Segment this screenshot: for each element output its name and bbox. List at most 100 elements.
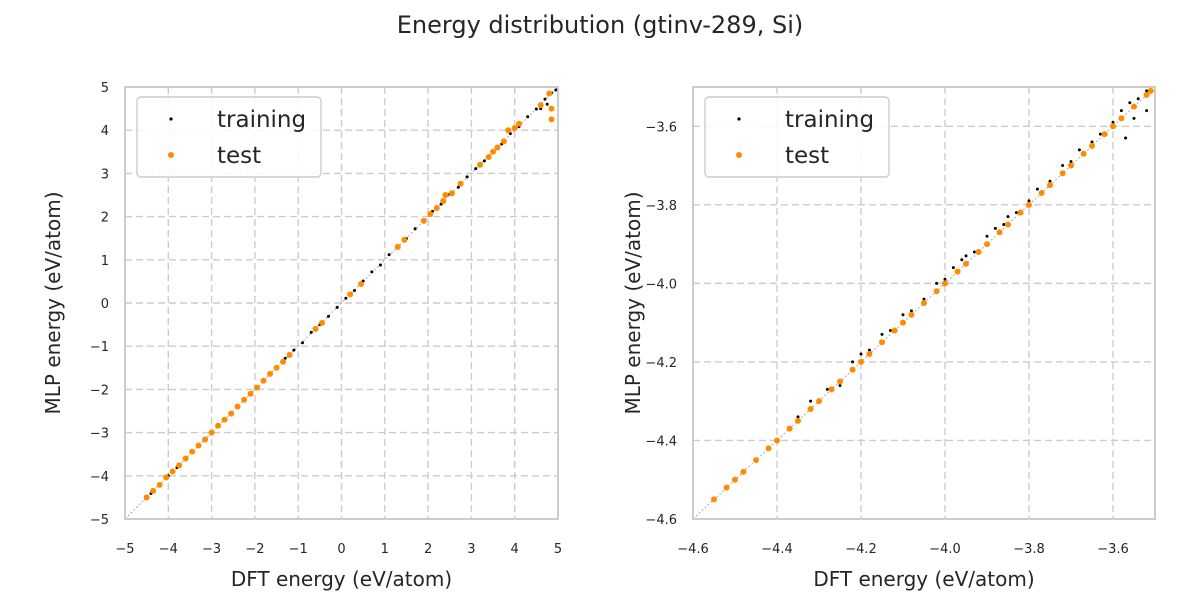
training-point — [474, 167, 478, 171]
training-point — [456, 185, 460, 189]
test-point — [202, 436, 209, 443]
test-point — [286, 351, 293, 358]
test-point — [765, 445, 772, 452]
test-point — [753, 457, 759, 464]
training-point — [880, 332, 884, 336]
training-point — [909, 309, 913, 313]
x-tick-label: −2 — [245, 542, 264, 557]
test-point — [723, 484, 730, 491]
test-point — [247, 390, 254, 397]
test-point — [357, 280, 364, 287]
training-point — [1119, 109, 1123, 113]
test-point — [267, 370, 274, 377]
chart-panel-1: −5 −4 −3 −2 −1 0 1 2 3 4 5 −5 −4 −3 −2 −1 0 1 2 3 4 5 DFT ener… — [41, 81, 562, 591]
y-tick-label: −4.2 — [645, 356, 677, 371]
legend-marker-training — [737, 117, 741, 121]
training-point — [508, 132, 512, 136]
training-point — [1145, 89, 1149, 93]
test-point — [195, 442, 202, 449]
training-point — [1077, 148, 1081, 152]
x-tick-label: −5 — [115, 542, 134, 557]
training-point — [1014, 211, 1018, 215]
test-point — [182, 455, 189, 462]
test-point — [1017, 209, 1024, 216]
test-point — [485, 153, 492, 160]
test-point — [548, 105, 555, 112]
y-tick-label: 1 — [101, 254, 109, 269]
test-point — [241, 396, 248, 403]
x-tick-label: 4 — [511, 542, 519, 557]
test-point — [1110, 123, 1116, 130]
test-point — [921, 300, 927, 306]
test-point — [548, 116, 555, 123]
training-point — [534, 107, 538, 111]
y-tick-label: −1 — [90, 340, 109, 355]
y-axis-label: MLP energy (eV/atom) — [41, 191, 65, 414]
x-tick-label: −4.2 — [845, 542, 877, 557]
test-point — [963, 260, 969, 267]
training-point — [1002, 222, 1006, 226]
test-point — [319, 319, 326, 326]
test-point — [273, 364, 280, 371]
training-point — [985, 234, 989, 238]
training-point — [993, 226, 997, 230]
plot-frame — [124, 86, 559, 520]
y-tick-label: 0 — [101, 297, 109, 312]
test-point — [1047, 182, 1053, 189]
training-point — [1027, 199, 1031, 203]
test-point — [828, 386, 835, 393]
y-tick-label: −3.8 — [645, 199, 677, 214]
test-point — [312, 325, 319, 332]
x-tick-label: 1 — [381, 542, 389, 557]
training-point — [327, 314, 331, 318]
test-point — [908, 311, 915, 318]
test-point — [143, 494, 150, 501]
training-point — [960, 258, 964, 262]
test-point — [394, 243, 401, 250]
training-point — [482, 159, 486, 163]
training-point — [526, 115, 530, 119]
training-point — [809, 399, 813, 403]
training-point — [1128, 101, 1132, 105]
training-point — [465, 175, 469, 179]
y-tick-label: −3 — [90, 427, 109, 442]
test-point — [442, 192, 449, 198]
test-point — [254, 384, 261, 391]
training-point — [1111, 120, 1115, 124]
training-point — [1136, 97, 1140, 101]
test-point — [150, 487, 157, 494]
y-tick-label: 2 — [101, 211, 109, 226]
training-point — [1035, 187, 1039, 191]
legend-box — [136, 96, 322, 178]
test-point — [1059, 170, 1066, 177]
test-point — [866, 351, 873, 358]
test-point — [347, 291, 354, 298]
test-point — [1005, 221, 1011, 228]
test-point — [228, 410, 235, 417]
training-point — [335, 305, 339, 309]
test-point — [996, 229, 1003, 236]
chart-panel-2: −4.6 −4.4 −4.2 −4.0 −3.8 −3.6 −4.6 −4.4 −4.2 −4.0… — [621, 86, 1156, 591]
training-point — [387, 253, 391, 257]
training-point — [301, 341, 305, 345]
training-point — [888, 328, 892, 332]
legend-label-test: test — [217, 143, 261, 169]
test-point — [975, 248, 982, 255]
test-point — [711, 496, 717, 503]
test-point — [189, 448, 196, 455]
test-point — [1118, 115, 1125, 122]
test-point — [954, 268, 961, 275]
x-tick-label: −4.0 — [929, 542, 961, 557]
test-point — [1038, 190, 1045, 197]
training-point — [972, 250, 976, 254]
training-point — [344, 296, 348, 300]
training-point — [935, 281, 939, 285]
training-point — [1048, 179, 1052, 183]
training-point — [943, 277, 947, 281]
test-point — [774, 437, 780, 444]
x-tick-label: −4.4 — [761, 542, 793, 557]
test-point — [1089, 142, 1095, 149]
training-point — [554, 88, 558, 92]
legend-marker-test — [168, 152, 174, 158]
x-axis-label: DFT energy (eV/atom) — [813, 567, 1034, 591]
